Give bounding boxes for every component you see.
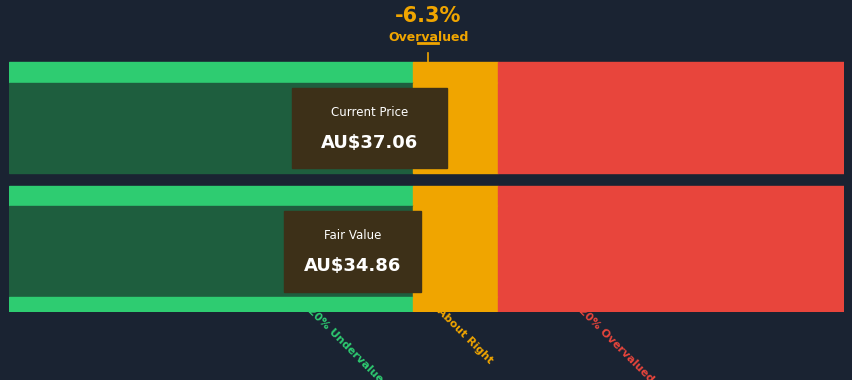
Bar <box>9 83 412 173</box>
Text: -6.3%: -6.3% <box>394 6 461 26</box>
Bar <box>9 298 412 312</box>
Text: Fair Value: Fair Value <box>324 229 381 242</box>
Bar <box>283 211 421 292</box>
Bar <box>412 83 498 173</box>
Bar <box>498 83 843 173</box>
Bar <box>498 186 843 206</box>
Bar <box>9 62 412 83</box>
Bar <box>291 88 446 168</box>
Text: Current Price: Current Price <box>331 106 407 119</box>
Bar <box>412 206 498 298</box>
Text: About Right: About Right <box>435 306 494 365</box>
Bar <box>498 298 843 312</box>
Bar <box>498 206 843 298</box>
Text: 20% Overvalued: 20% Overvalued <box>576 306 655 380</box>
Text: 20% Undervalued: 20% Undervalued <box>305 306 389 380</box>
Bar <box>498 62 843 83</box>
Bar <box>412 62 498 83</box>
Bar <box>9 186 412 206</box>
Bar <box>9 206 412 298</box>
Bar <box>412 186 498 206</box>
Bar <box>412 298 498 312</box>
Text: Overvalued: Overvalued <box>388 31 468 44</box>
Text: AU$34.86: AU$34.86 <box>303 257 400 275</box>
Text: AU$37.06: AU$37.06 <box>320 133 417 152</box>
